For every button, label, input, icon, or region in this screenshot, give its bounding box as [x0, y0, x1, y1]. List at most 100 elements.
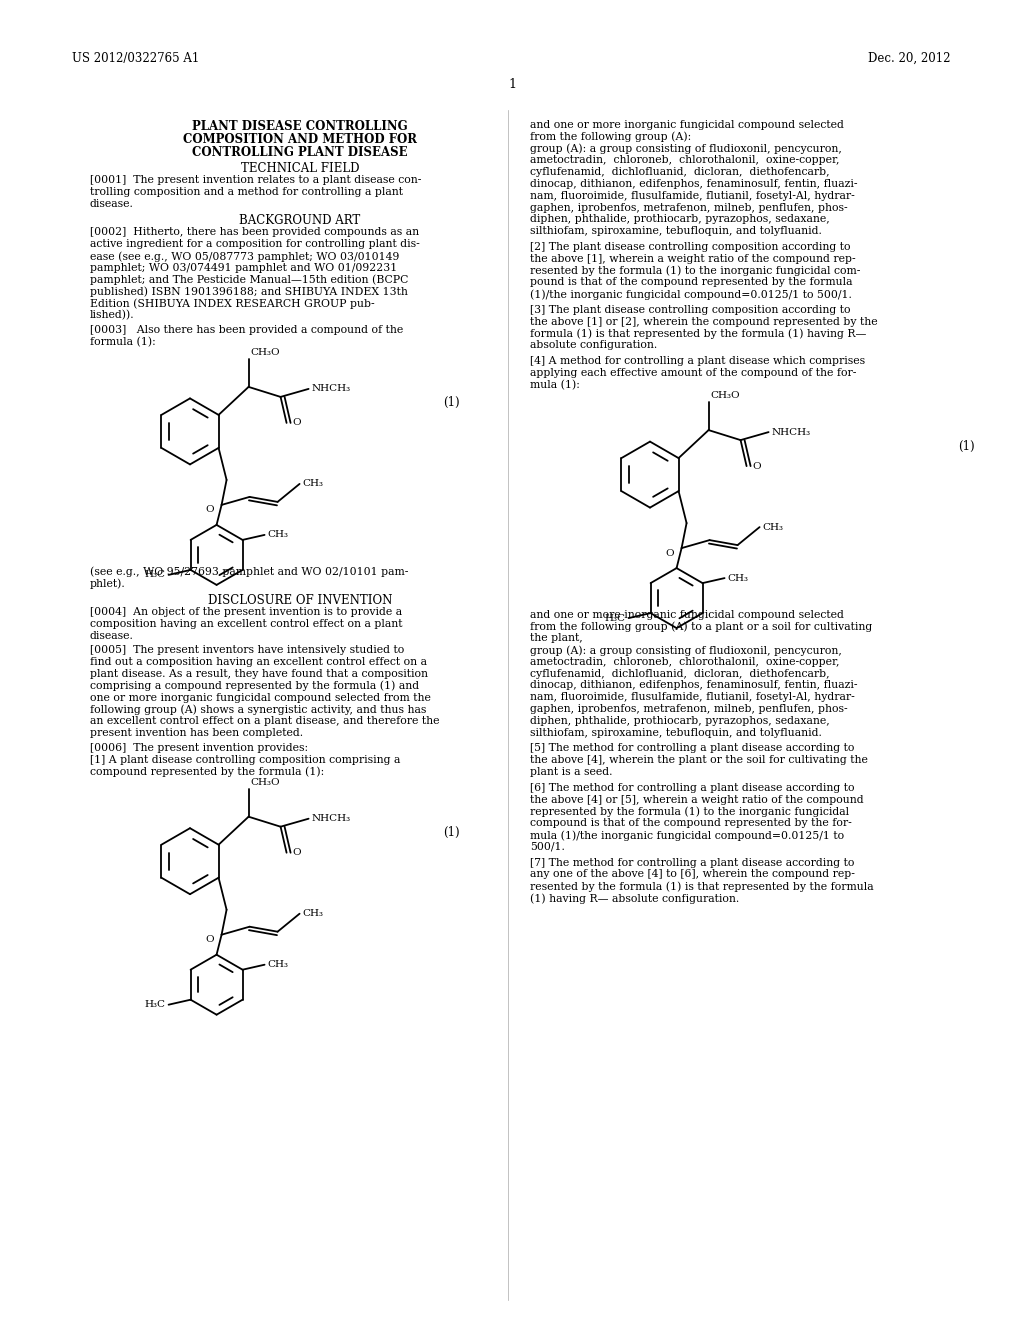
Text: ametoctradin,  chloroneb,  chlorothalonil,  oxine-copper,: ametoctradin, chloroneb, chlorothalonil,…	[530, 156, 840, 165]
Text: O: O	[293, 849, 301, 857]
Text: an excellent control effect on a plant disease, and therefore the: an excellent control effect on a plant d…	[90, 717, 439, 726]
Text: CONTROLLING PLANT DISEASE: CONTROLLING PLANT DISEASE	[193, 147, 408, 158]
Text: lished)).: lished)).	[90, 310, 134, 321]
Text: ametoctradin,  chloroneb,  chlorothalonil,  oxine-copper,: ametoctradin, chloroneb, chlorothalonil,…	[530, 657, 840, 667]
Text: CH₃: CH₃	[763, 523, 783, 532]
Text: absolute configuration.: absolute configuration.	[530, 341, 657, 350]
Text: resented by the formula (1) is that represented by the formula: resented by the formula (1) is that repr…	[530, 882, 873, 892]
Text: gaphen, iprobenfos, metrafenon, milneb, penflufen, phos-: gaphen, iprobenfos, metrafenon, milneb, …	[530, 202, 848, 213]
Text: O: O	[665, 549, 674, 557]
Text: phlet).: phlet).	[90, 578, 126, 589]
Text: NHCH₃: NHCH₃	[311, 384, 350, 393]
Text: the above [4], wherein the plant or the soil for cultivating the: the above [4], wherein the plant or the …	[530, 755, 868, 766]
Text: (1): (1)	[443, 396, 460, 409]
Text: following group (A) shows a synergistic activity, and thus has: following group (A) shows a synergistic …	[90, 705, 426, 715]
Text: CH₃O: CH₃O	[711, 391, 740, 400]
Text: resented by the formula (1) to the inorganic fungicidal com-: resented by the formula (1) to the inorg…	[530, 265, 860, 276]
Text: dinocap, dithianon, edifenphos, fenaminosulf, fentin, fluazi-: dinocap, dithianon, edifenphos, fenamino…	[530, 680, 857, 690]
Text: nam, fluoroimide, flusulfamide, flutianil, fosetyl-Al, hydrar-: nam, fluoroimide, flusulfamide, flutiani…	[530, 692, 855, 702]
Text: present invention has been completed.: present invention has been completed.	[90, 729, 303, 738]
Text: published) ISBN 1901396188; and SHIBUYA INDEX 13th: published) ISBN 1901396188; and SHIBUYA …	[90, 286, 408, 297]
Text: [0001]  The present invention relates to a plant disease con-: [0001] The present invention relates to …	[90, 176, 421, 185]
Text: one or more inorganic fungicidal compound selected from the: one or more inorganic fungicidal compoun…	[90, 693, 431, 702]
Text: H₃C: H₃C	[144, 1001, 166, 1010]
Text: CH₃O: CH₃O	[251, 348, 281, 356]
Text: mula (1)/the inorganic fungicidal compound=0.0125/1 to: mula (1)/the inorganic fungicidal compou…	[530, 830, 844, 841]
Text: [2] The plant disease controlling composition according to: [2] The plant disease controlling compos…	[530, 242, 851, 252]
Text: comprising a compound represented by the formula (1) and: comprising a compound represented by the…	[90, 681, 419, 692]
Text: from the following group (A) to a plant or a soil for cultivating: from the following group (A) to a plant …	[530, 622, 872, 632]
Text: the above [1] or [2], wherein the compound represented by the: the above [1] or [2], wherein the compou…	[530, 317, 878, 327]
Text: [1] A plant disease controlling composition comprising a: [1] A plant disease controlling composit…	[90, 755, 400, 764]
Text: Edition (SHIBUYA INDEX RESEARCH GROUP pub-: Edition (SHIBUYA INDEX RESEARCH GROUP pu…	[90, 298, 375, 309]
Text: from the following group (A):: from the following group (A):	[530, 132, 691, 143]
Text: mula (1):: mula (1):	[530, 380, 580, 391]
Text: pamphlet; and The Pesticide Manual—15th edition (BCPC: pamphlet; and The Pesticide Manual—15th …	[90, 275, 409, 285]
Text: COMPOSITION AND METHOD FOR: COMPOSITION AND METHOD FOR	[183, 133, 417, 147]
Text: 500/1.: 500/1.	[530, 842, 565, 851]
Text: H₃C: H₃C	[604, 614, 626, 623]
Text: diphen, phthalide, prothiocarb, pyrazophos, sedaxane,: diphen, phthalide, prothiocarb, pyrazoph…	[530, 214, 829, 224]
Text: CH₃: CH₃	[728, 574, 749, 582]
Text: (1) having R— absolute configuration.: (1) having R— absolute configuration.	[530, 894, 739, 904]
Text: [0006]  The present invention provides:: [0006] The present invention provides:	[90, 743, 308, 752]
Text: find out a composition having an excellent control effect on a: find out a composition having an excelle…	[90, 657, 427, 667]
Text: [7] The method for controlling a plant disease according to: [7] The method for controlling a plant d…	[530, 858, 854, 867]
Text: formula (1) is that represented by the formula (1) having R—: formula (1) is that represented by the f…	[530, 329, 866, 339]
Text: silthiofam, spiroxamine, tebufloquin, and tolyfluanid.: silthiofam, spiroxamine, tebufloquin, an…	[530, 727, 822, 738]
Text: O: O	[205, 506, 214, 515]
Text: disease.: disease.	[90, 198, 134, 209]
Text: pamphlet; WO 03/074491 pamphlet and WO 01/092231: pamphlet; WO 03/074491 pamphlet and WO 0…	[90, 263, 397, 273]
Text: TECHNICAL FIELD: TECHNICAL FIELD	[241, 162, 359, 176]
Text: and one or more inorganic fungicidal compound selected: and one or more inorganic fungicidal com…	[530, 610, 844, 619]
Text: (1)/the inorganic fungicidal compound=0.0125/1 to 500/1.: (1)/the inorganic fungicidal compound=0.…	[530, 289, 852, 300]
Text: dinocap, dithianon, edifenphos, fenaminosulf, fentin, fluazi-: dinocap, dithianon, edifenphos, fenamino…	[530, 180, 857, 189]
Text: [5] The method for controlling a plant disease according to: [5] The method for controlling a plant d…	[530, 743, 854, 754]
Text: plant is a seed.: plant is a seed.	[530, 767, 612, 777]
Text: CH₃O: CH₃O	[251, 777, 281, 787]
Text: plant disease. As a result, they have found that a composition: plant disease. As a result, they have fo…	[90, 669, 428, 678]
Text: formula (1):: formula (1):	[90, 337, 156, 347]
Text: compound represented by the formula (1):: compound represented by the formula (1):	[90, 767, 325, 777]
Text: [6] The method for controlling a plant disease according to: [6] The method for controlling a plant d…	[530, 783, 854, 793]
Text: PLANT DISEASE CONTROLLING: PLANT DISEASE CONTROLLING	[193, 120, 408, 133]
Text: CH₃: CH₃	[267, 960, 289, 969]
Text: [0003]   Also there has been provided a compound of the: [0003] Also there has been provided a co…	[90, 325, 403, 335]
Text: trolling composition and a method for controlling a plant: trolling composition and a method for co…	[90, 187, 403, 197]
Text: cyflufenamid,  dichlofluanid,  dicloran,  diethofencarb,: cyflufenamid, dichlofluanid, dicloran, d…	[530, 168, 829, 177]
Text: (1): (1)	[958, 440, 975, 453]
Text: group (A): a group consisting of fludioxonil, pencycuron,: group (A): a group consisting of fludiox…	[530, 645, 842, 656]
Text: NHCH₃: NHCH₃	[311, 814, 350, 824]
Text: [3] The plant disease controlling composition according to: [3] The plant disease controlling compos…	[530, 305, 851, 315]
Text: and one or more inorganic fungicidal compound selected: and one or more inorganic fungicidal com…	[530, 120, 844, 129]
Text: the above [1], wherein a weight ratio of the compound rep-: the above [1], wherein a weight ratio of…	[530, 253, 856, 264]
Text: (1): (1)	[443, 826, 460, 840]
Text: cyflufenamid,  dichlofluanid,  dicloran,  diethofencarb,: cyflufenamid, dichlofluanid, dicloran, d…	[530, 669, 829, 678]
Text: BACKGROUND ART: BACKGROUND ART	[240, 214, 360, 227]
Text: pound is that of the compound represented by the formula: pound is that of the compound represente…	[530, 277, 853, 288]
Text: CH₃: CH₃	[267, 531, 289, 540]
Text: Dec. 20, 2012: Dec. 20, 2012	[867, 51, 950, 65]
Text: [4] A method for controlling a plant disease which comprises: [4] A method for controlling a plant dis…	[530, 356, 865, 366]
Text: silthiofam, spiroxamine, tebufloquin, and tolyfluanid.: silthiofam, spiroxamine, tebufloquin, an…	[530, 226, 822, 236]
Text: represented by the formula (1) to the inorganic fungicidal: represented by the formula (1) to the in…	[530, 807, 849, 817]
Text: US 2012/0322765 A1: US 2012/0322765 A1	[72, 51, 200, 65]
Text: CH₃: CH₃	[302, 909, 324, 919]
Text: O: O	[753, 462, 761, 471]
Text: group (A): a group consisting of fludioxonil, pencycuron,: group (A): a group consisting of fludiox…	[530, 144, 842, 154]
Text: composition having an excellent control effect on a plant: composition having an excellent control …	[90, 619, 402, 628]
Text: [0004]  An object of the present invention is to provide a: [0004] An object of the present inventio…	[90, 607, 402, 616]
Text: DISCLOSURE OF INVENTION: DISCLOSURE OF INVENTION	[208, 594, 392, 607]
Text: 1: 1	[508, 78, 516, 91]
Text: NHCH₃: NHCH₃	[771, 428, 811, 437]
Text: any one of the above [4] to [6], wherein the compound rep-: any one of the above [4] to [6], wherein…	[530, 870, 855, 879]
Text: [0005]  The present inventors have intensively studied to: [0005] The present inventors have intens…	[90, 645, 404, 656]
Text: applying each effective amount of the compound of the for-: applying each effective amount of the co…	[530, 368, 856, 378]
Text: the plant,: the plant,	[530, 634, 583, 643]
Text: (see e.g., WO 95/27693 pamphlet and WO 02/10101 pam-: (see e.g., WO 95/27693 pamphlet and WO 0…	[90, 566, 409, 577]
Text: O: O	[205, 935, 214, 944]
Text: H₃C: H₃C	[144, 570, 166, 579]
Text: active ingredient for a composition for controlling plant dis-: active ingredient for a composition for …	[90, 239, 420, 249]
Text: diphen, phthalide, prothiocarb, pyrazophos, sedaxane,: diphen, phthalide, prothiocarb, pyrazoph…	[530, 715, 829, 726]
Text: [0002]  Hitherto, there has been provided compounds as an: [0002] Hitherto, there has been provided…	[90, 227, 419, 238]
